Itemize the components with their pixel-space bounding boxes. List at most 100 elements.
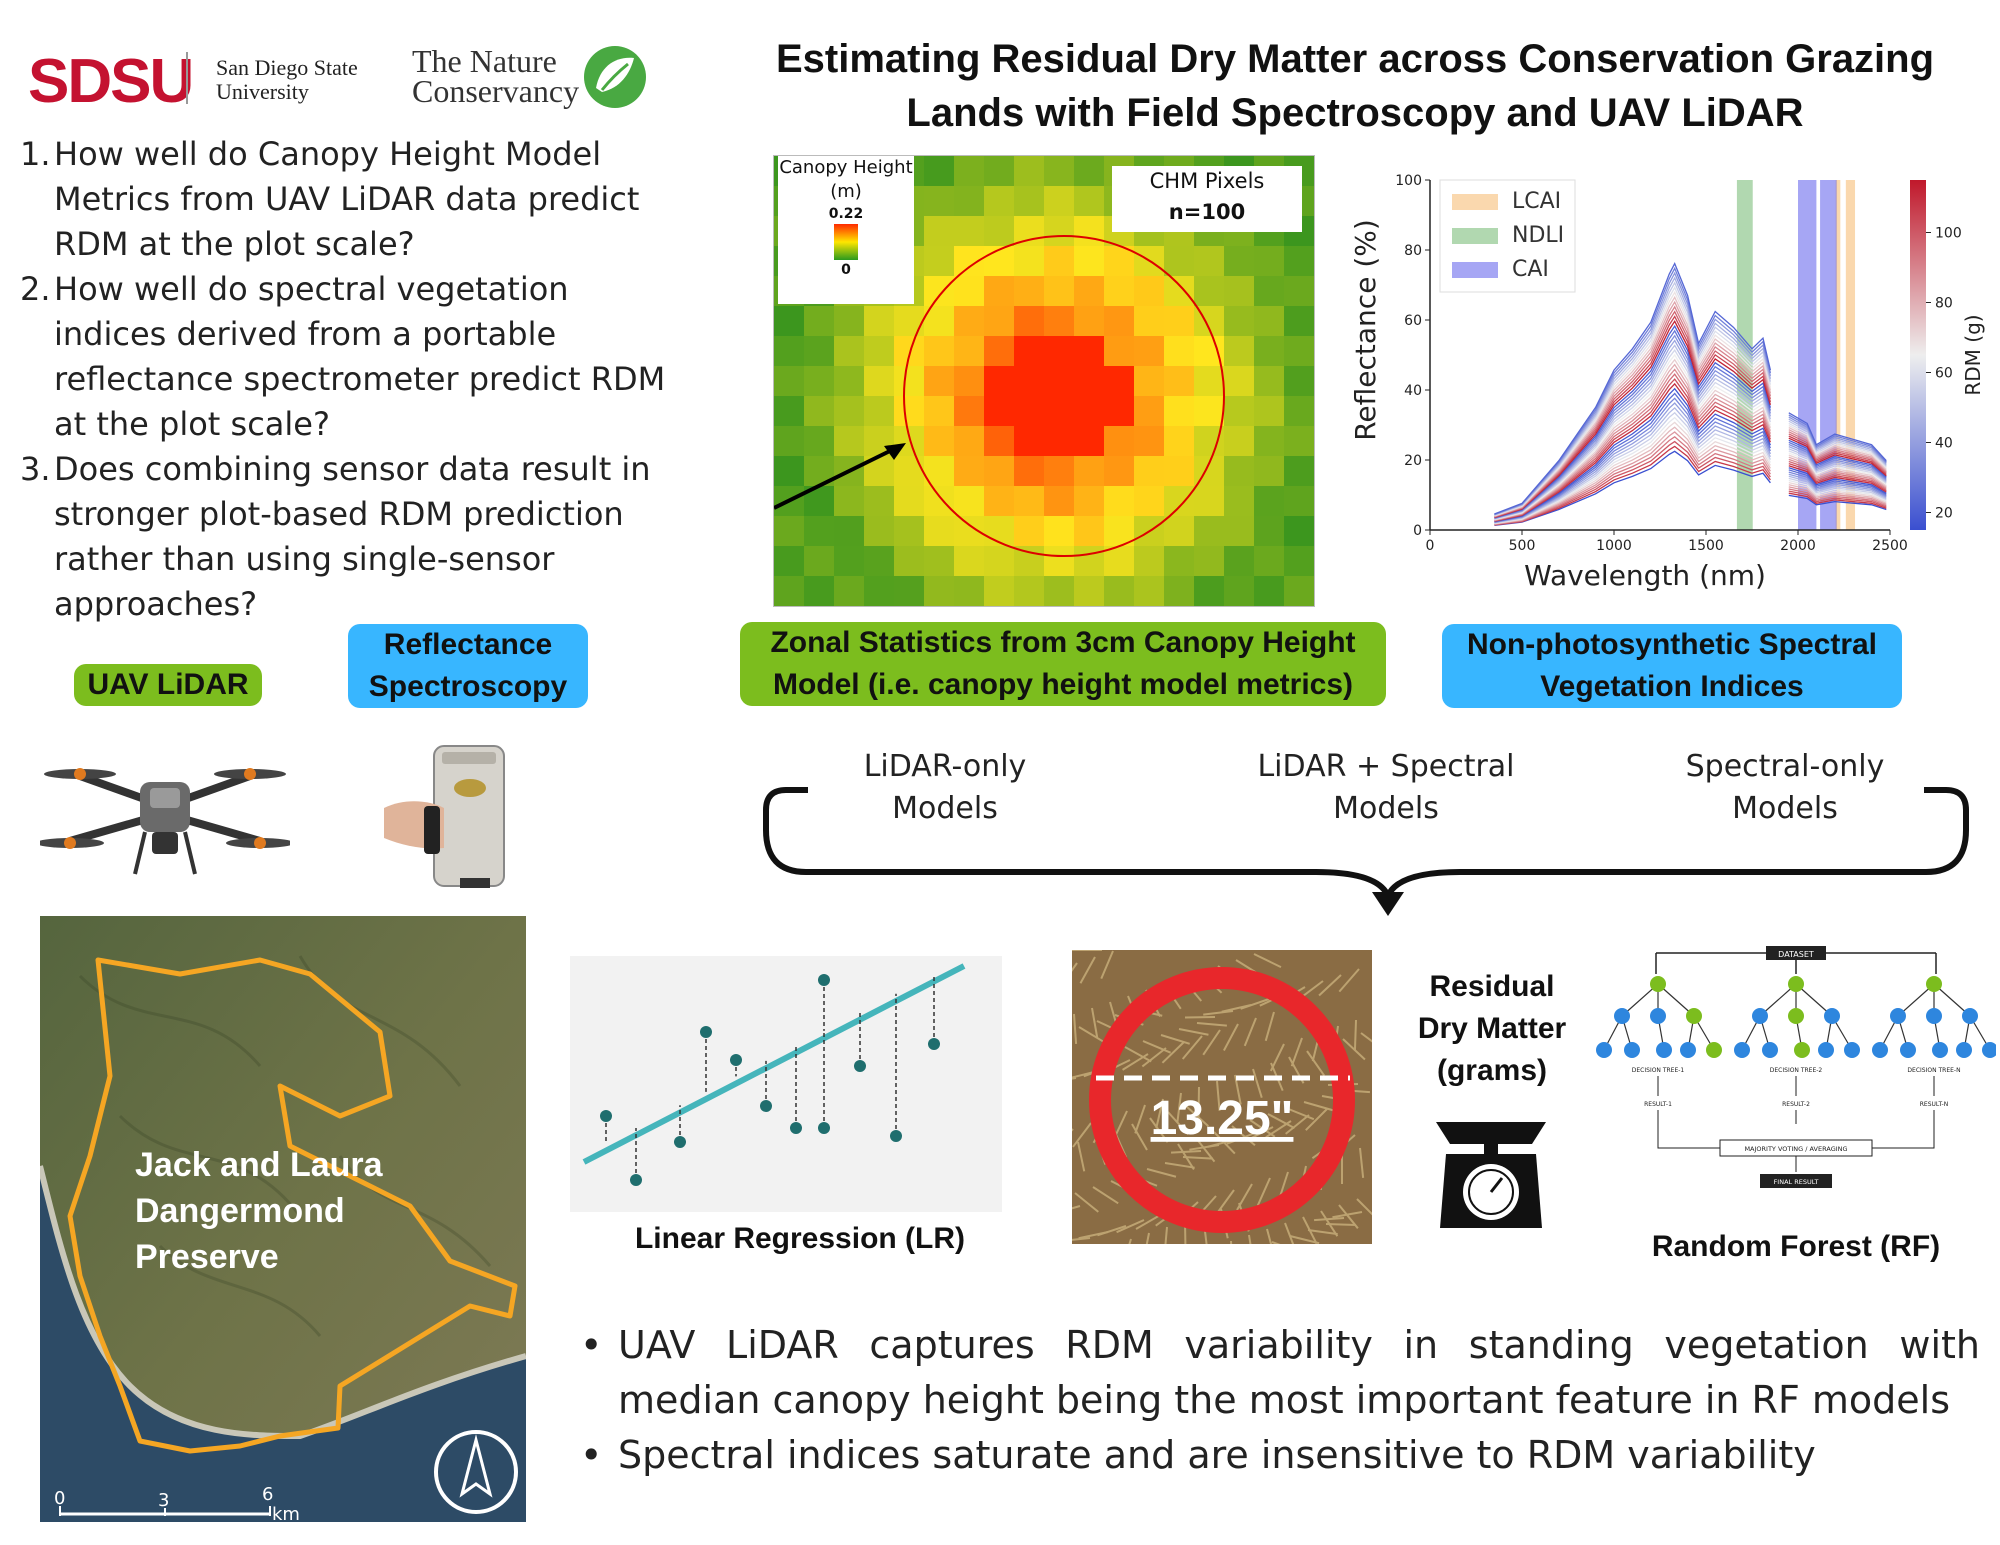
tnc-line1: The Nature: [412, 43, 557, 79]
chm-legend: Canopy Height (m) 0.22 0: [778, 156, 914, 304]
canopy-height-model-panel: Canopy Height (m) 0.22 0 CHM Pixels n=10…: [773, 155, 1315, 607]
chm-pixel: [1284, 336, 1314, 366]
chm-pixel: [1074, 486, 1104, 516]
chm-pixel: [864, 486, 894, 516]
chm-pixel: [1074, 426, 1104, 456]
spectrum-line: [1494, 402, 1771, 524]
chm-pixel: [774, 576, 804, 606]
straw-strand: [1266, 1228, 1273, 1244]
chm-pixel: [984, 306, 1014, 336]
chm-pixel: [1014, 246, 1044, 276]
scale-label-0: 0: [54, 1488, 65, 1509]
straw-strand: [1353, 1019, 1357, 1051]
straw-strand: [1124, 1046, 1152, 1063]
chm-pixel: [1074, 336, 1104, 366]
x-axis-label: Wavelength (nm): [1524, 559, 1766, 592]
spectrum-line-swir: [1788, 462, 1887, 492]
lr-caption: Linear Regression (LR): [634, 1222, 966, 1255]
chm-pixel: [894, 336, 924, 366]
chm-pixel: [864, 576, 894, 606]
chm-pixel: [1044, 516, 1074, 546]
spectrum-line: [1494, 334, 1772, 519]
rf-final-label: FINAL RESULT: [1774, 1178, 1819, 1186]
spectrum-line: [1494, 290, 1772, 517]
straw-strand: [1356, 1198, 1372, 1216]
chm-pixel: [1104, 336, 1134, 366]
tree-node: [1752, 1008, 1768, 1024]
rdm-line2: Dry Matter: [1417, 1012, 1567, 1045]
straw-strand: [1203, 1010, 1234, 1016]
chm-pixel: [864, 516, 894, 546]
tree-node: [1844, 1042, 1860, 1058]
spectrum-line: [1494, 411, 1771, 524]
chm-pixel: [864, 546, 894, 576]
tree-node: [1926, 976, 1942, 992]
straw-strand: [1182, 1156, 1214, 1160]
sdsu-name-line1: San Diego State: [216, 55, 358, 80]
straw-strand: [1314, 1217, 1345, 1222]
chm-pixel: [834, 366, 864, 396]
chm-pixels-count: n=100: [1168, 200, 1246, 224]
question-text: Does combining sensor data result in str…: [54, 450, 651, 623]
chm-pixel: [1014, 186, 1044, 216]
refl-tag-line1: Reflectance: [383, 628, 553, 661]
straw-strand: [1116, 1219, 1145, 1234]
sdsu-logo: SDSU: [28, 47, 194, 116]
chm-pixel: [924, 366, 954, 396]
chm-pixel: [1224, 486, 1254, 516]
spectrum-line: [1494, 406, 1771, 524]
tree-node: [1824, 1008, 1840, 1024]
chm-pixel: [984, 216, 1014, 246]
straw-strand: [1176, 1092, 1182, 1123]
chm-pixel: [984, 246, 1014, 276]
rf-dataset-label: DATASET: [1778, 950, 1814, 959]
chm-pixel: [1224, 576, 1254, 606]
chm-pixel: [924, 396, 954, 426]
spectrum-line: [1494, 320, 1772, 519]
tree-node: [1596, 1042, 1612, 1058]
chm-legend-title-2: (m): [830, 181, 862, 202]
spectrum-line-swir: [1788, 484, 1887, 504]
chm-pixel: [1284, 576, 1314, 606]
straw-strand: [1078, 1026, 1106, 1044]
chm-pixel: [1254, 516, 1284, 546]
zonal-statistics-tag: Zonal Statistics from 3cm Canopy Height …: [740, 622, 1386, 706]
chm-pixel: [1254, 576, 1284, 606]
straw-strand: [1092, 1186, 1119, 1205]
chm-pixel: [924, 546, 954, 576]
chm-pixel: [1074, 276, 1104, 306]
chm-pixel: [1044, 546, 1074, 576]
legend-label-cai: CAI: [1512, 257, 1549, 282]
question-item: 3. Does combining sensor data result in s…: [20, 447, 680, 627]
chm-pixel: [1044, 216, 1074, 246]
reflectance-spectra-chart: 0 500 1000 1500 2000 2500 0 20 40 60 80 100 LCAI ND…: [1350, 173, 1985, 592]
straw-strand: [1223, 1023, 1239, 1051]
chm-pixel: [834, 426, 864, 456]
plot-diameter-label: 13.25": [1151, 1092, 1294, 1145]
chm-pixels-label: CHM Pixels: [1149, 169, 1265, 193]
chm-pixel: [1044, 186, 1074, 216]
data-point: [674, 1136, 686, 1148]
pointer-arrowhead: [884, 443, 906, 460]
chm-pixel: [1044, 576, 1074, 606]
chm-pixel: [864, 336, 894, 366]
rdm-grams-label: Residual Dry Matter (grams): [1392, 966, 1592, 1092]
spectrum-line: [1494, 450, 1771, 526]
spectrum-line: [1494, 358, 1772, 521]
spectrum-line: [1494, 431, 1771, 525]
rf-voting-label: MAJORITY VOTING / AVERAGING: [1744, 1145, 1847, 1153]
npsvi-tag-line2: Vegetation Indices: [1540, 670, 1804, 703]
straw-strand: [1161, 1041, 1185, 1064]
tree-node: [1900, 1042, 1916, 1058]
chm-pixel: [1224, 396, 1254, 426]
scale-label-6: 6: [262, 1484, 273, 1505]
straw-strand: [1243, 1017, 1257, 1047]
spectrum-line-swir: [1788, 416, 1887, 464]
spectrum-line: [1494, 426, 1771, 525]
chm-pixel: [1164, 366, 1194, 396]
spectrum-line-swir: [1788, 475, 1887, 499]
tree-node: [1794, 1042, 1810, 1058]
chm-pixel: [894, 396, 924, 426]
spectrum-line-swir: [1788, 473, 1887, 498]
chm-pixel: [954, 456, 984, 486]
